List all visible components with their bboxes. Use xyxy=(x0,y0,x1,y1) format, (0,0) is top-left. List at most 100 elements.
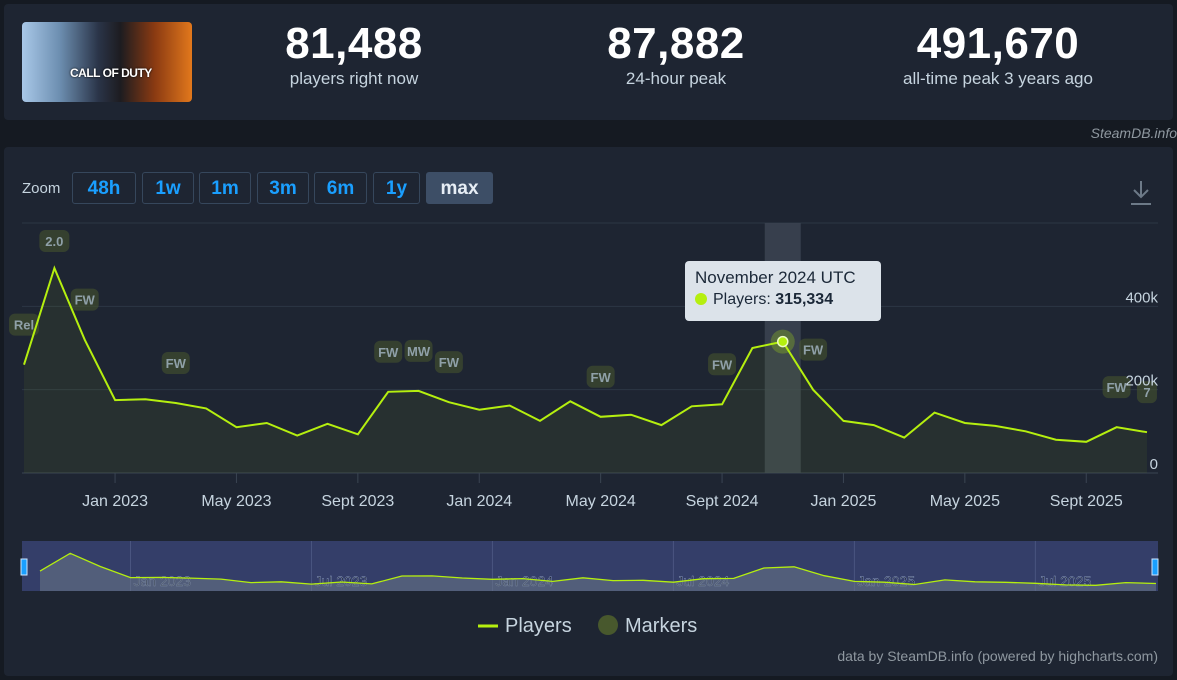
event-marker-badge xyxy=(9,313,39,336)
zoom-max-button[interactable]: max xyxy=(426,172,493,204)
event-marker-badge xyxy=(799,338,828,361)
event-marker-label: FW xyxy=(378,345,399,360)
y-tick-label: 0 xyxy=(1150,456,1158,473)
data-point xyxy=(598,414,603,419)
data-point xyxy=(1053,437,1058,442)
stat-all-time-peak-value: 491,670 xyxy=(916,19,1080,68)
steamdb-credit[interactable]: SteamDB.info xyxy=(1090,125,1177,141)
event-marker-badge xyxy=(1136,381,1157,404)
data-point xyxy=(52,266,57,271)
stat-24h-peak: 87,882 24-hour peak xyxy=(576,20,776,90)
tooltip-title: November 2024 UTC xyxy=(695,268,856,287)
data-point xyxy=(325,421,330,426)
zoom-1w-button[interactable]: 1w xyxy=(142,172,194,204)
x-tick-label: Sept 2023 xyxy=(321,493,394,510)
navigator-area xyxy=(40,553,1156,591)
event-marker: FW xyxy=(161,352,190,374)
event-marker-badge xyxy=(586,365,615,388)
event-marker-label: 7 xyxy=(1143,385,1150,400)
data-point xyxy=(902,435,907,440)
data-point xyxy=(962,421,967,426)
x-tick-label: Jan 2023 xyxy=(82,493,148,510)
event-marker-badge xyxy=(708,353,737,376)
x-tick-label: Jan 2025 xyxy=(811,493,877,510)
data-point xyxy=(537,418,542,423)
data-point xyxy=(264,421,269,426)
legend-players[interactable]: Players xyxy=(505,615,572,637)
data-point xyxy=(477,407,482,412)
event-marker: FW xyxy=(708,353,737,376)
y-tick-label: 400k xyxy=(1125,289,1158,306)
data-point xyxy=(841,418,846,423)
data-point xyxy=(113,398,118,403)
x-tick-label: Jan 2024 xyxy=(446,493,512,510)
zoom-label: Zoom xyxy=(22,180,61,197)
event-marker: MW xyxy=(404,339,433,362)
data-point xyxy=(1144,430,1149,435)
event-marker-label: FW xyxy=(439,355,460,370)
data-point xyxy=(416,388,421,393)
footer-credit[interactable]: data by SteamDB.info (powered by highcha… xyxy=(837,648,1158,664)
stat-24h-peak-value: 87,882 xyxy=(607,19,745,68)
event-marker-label: FW xyxy=(1106,380,1127,395)
tooltip-value: 315,334 xyxy=(775,291,834,308)
zoom-48h-button[interactable]: 48h xyxy=(72,172,136,204)
stat-current: 81,488 players right now xyxy=(254,20,454,90)
event-marker: Rel xyxy=(9,313,39,336)
data-point xyxy=(932,410,937,415)
event-marker: FW xyxy=(434,351,463,374)
event-marker-label: FW xyxy=(712,357,733,372)
players-series-line[interactable] xyxy=(23,265,1148,443)
navigator-line xyxy=(39,552,1157,586)
event-marker-label: FW xyxy=(166,356,187,371)
zoom-6m-button[interactable]: 6m xyxy=(314,172,367,204)
x-tick-label: May 2024 xyxy=(566,493,636,510)
x-tick-label: May 2023 xyxy=(201,493,271,510)
data-point xyxy=(871,423,876,428)
data-point xyxy=(568,399,573,404)
stat-24h-peak-label: 24-hour peak xyxy=(625,69,727,88)
download-icon[interactable] xyxy=(1128,178,1154,208)
x-tick-label: Sept 2025 xyxy=(1050,493,1123,510)
event-marker: FW xyxy=(1102,376,1131,399)
data-point xyxy=(811,387,816,392)
x-tick-label: Sept 2024 xyxy=(686,493,759,510)
stat-all-time-peak-label: all-time peak 3 years ago xyxy=(903,69,1093,88)
x-tick-label: May 2025 xyxy=(930,493,1000,510)
highlight-halo xyxy=(770,329,795,354)
data-point xyxy=(750,346,755,351)
event-marker: 7 xyxy=(1136,381,1157,404)
zoom-1y-button[interactable]: 1y xyxy=(373,172,420,204)
event-marker: FW xyxy=(70,288,99,311)
data-point xyxy=(234,425,239,430)
event-marker-badge xyxy=(39,230,70,252)
data-point xyxy=(82,337,87,342)
tooltip-series-dot xyxy=(695,293,707,305)
stat-current-value: 81,488 xyxy=(285,19,423,68)
header-panel: CALL OF DUTY xyxy=(4,4,1173,120)
event-marker-label: FW xyxy=(803,343,824,358)
zoom-1m-button[interactable]: 1m xyxy=(199,172,251,204)
data-point xyxy=(507,403,512,408)
event-marker-label: 2.0 xyxy=(45,234,63,249)
data-point xyxy=(689,404,694,409)
event-marker-badge xyxy=(434,351,463,374)
event-marker-label: FW xyxy=(591,370,612,385)
event-marker-label: MW xyxy=(407,344,431,359)
players-area xyxy=(24,268,1147,473)
event-marker-badge xyxy=(161,352,190,374)
zoom-3m-button[interactable]: 3m xyxy=(257,172,309,204)
chart-tooltip: November 2024 UTC Players: 315,334 xyxy=(685,261,881,321)
game-capsule-image[interactable]: CALL OF DUTY xyxy=(22,22,192,102)
y-tick-label: 200k xyxy=(1125,373,1158,390)
data-point xyxy=(629,412,634,417)
data-point xyxy=(295,433,300,438)
event-marker-label: Rel xyxy=(14,318,34,333)
game-logo: CALL OF DUTY xyxy=(70,66,152,80)
legend-markers[interactable]: Markers xyxy=(625,615,698,637)
data-point xyxy=(386,389,391,394)
highlighted-data-point xyxy=(777,335,789,348)
data-point xyxy=(720,402,725,407)
data-point xyxy=(993,423,998,428)
